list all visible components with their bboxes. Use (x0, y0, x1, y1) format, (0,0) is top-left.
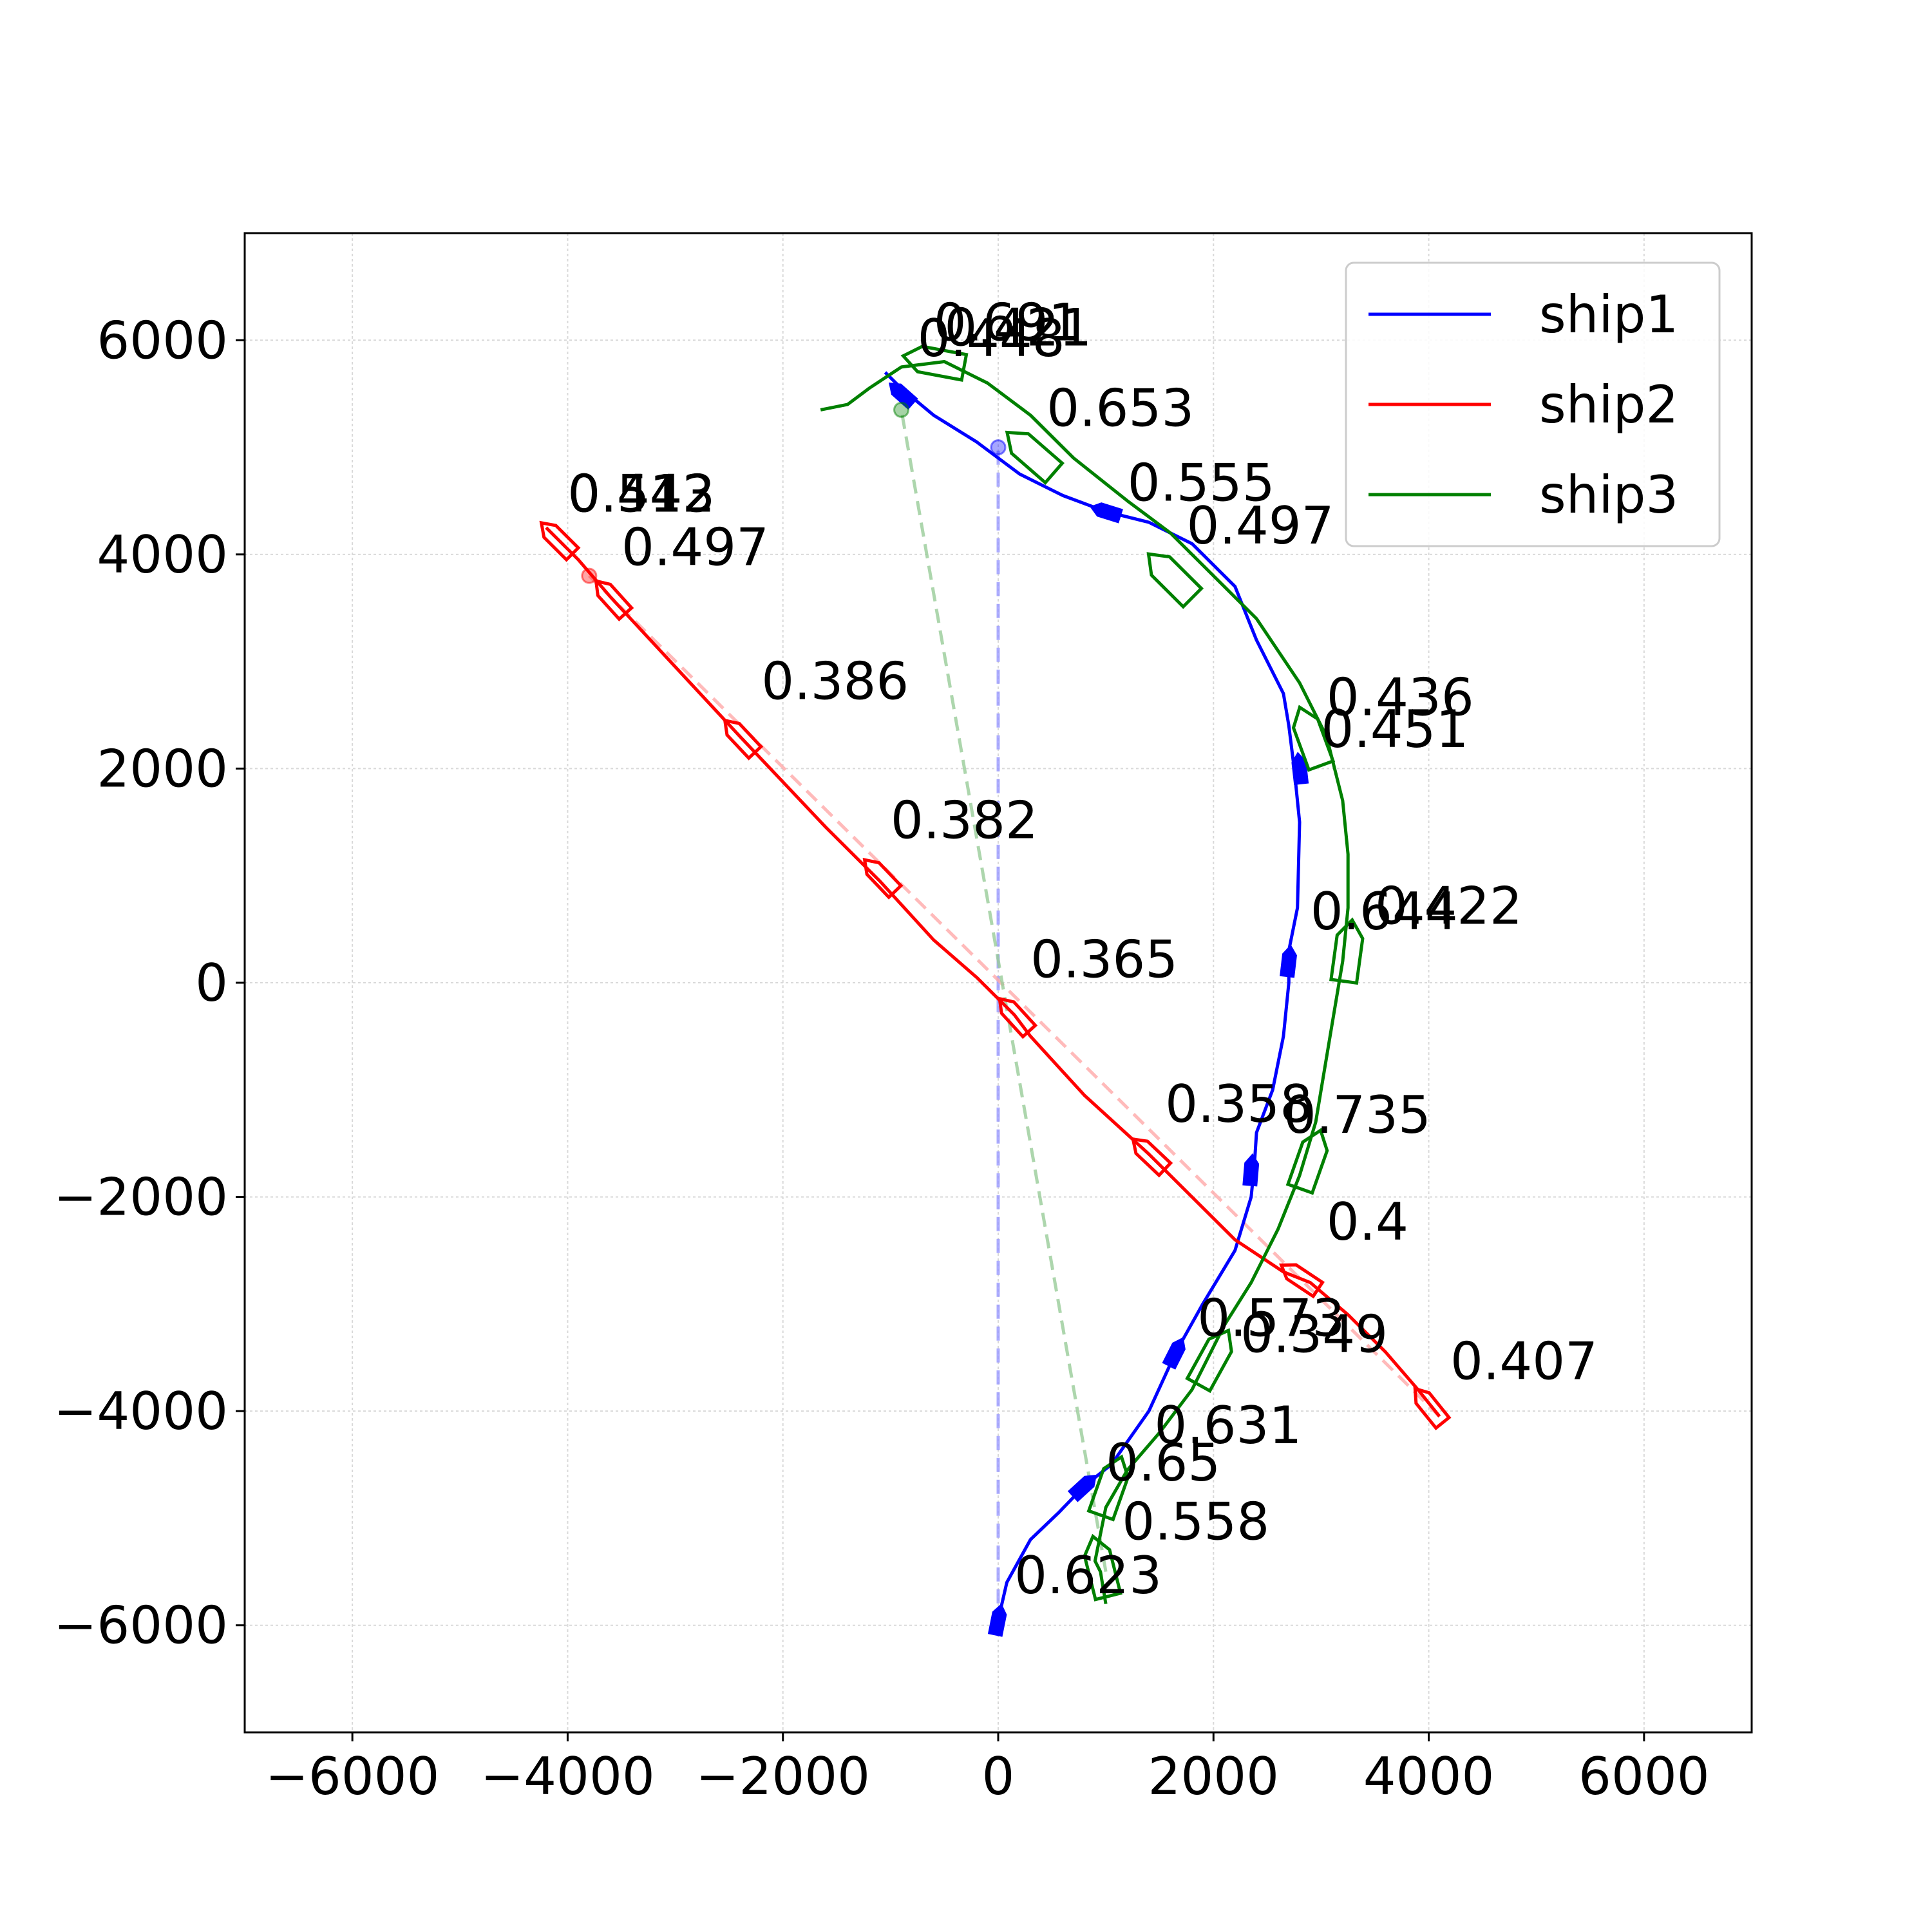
legend-box (1345, 261, 1721, 547)
ship1-ship-marker (1067, 1474, 1097, 1502)
value-annotation: 0.497 (621, 517, 769, 577)
value-annotation: 0.555 (1128, 453, 1275, 513)
ship1-ship-marker (888, 383, 918, 410)
value-annotation: 0.653 (1046, 378, 1194, 438)
value-annotation: 0.65 (1106, 1433, 1220, 1493)
ship1-ship-marker (1242, 1153, 1260, 1187)
y-tick-label: −6000 (53, 1596, 228, 1656)
ship2-ship-marker (723, 718, 764, 761)
legend-label-ship2: ship2 (1539, 375, 1678, 435)
y-tick-label: −2000 (53, 1168, 228, 1227)
y-tick-label: 4000 (97, 525, 228, 585)
legend-label-ship3: ship3 (1539, 465, 1678, 525)
y-tick-label: −4000 (53, 1381, 228, 1441)
ship1-ship-marker (1090, 502, 1123, 524)
value-annotation: 0.365 (1030, 930, 1178, 990)
ship-markers (539, 345, 1452, 1637)
ship1-ship-marker (1291, 752, 1309, 786)
ship1-ship-marker (987, 1603, 1007, 1637)
ship3-ship-marker (1285, 1128, 1329, 1195)
y-tick-label: 0 (195, 953, 228, 1013)
value-annotation: 0.4 (1327, 1192, 1408, 1252)
value-annotation: 0.497 (1187, 496, 1334, 556)
ship3-ship-marker (1185, 1328, 1233, 1394)
x-tick-label: −4000 (480, 1747, 655, 1806)
x-tick-label: −6000 (265, 1747, 440, 1806)
value-annotation: 0.644 (1311, 882, 1458, 942)
value-annotation: 0.358 (1165, 1074, 1312, 1134)
value-annotation: 0.436 (1327, 667, 1474, 727)
legend: ship1 ship2 ship3 (1345, 261, 1721, 547)
x-tick-label: 2000 (1148, 1747, 1279, 1806)
value-annotation: 0.421 (944, 298, 1092, 358)
legend-label-ship1: ship1 (1539, 285, 1678, 345)
ship3-ship-marker (1005, 430, 1065, 486)
ship3-ship-marker (1291, 705, 1336, 772)
y-tick-label: 2000 (97, 739, 228, 799)
ship2-start-point (581, 567, 598, 584)
value-annotation: 0.386 (761, 651, 909, 711)
annotations: 0.6230.650.5730.3580.6440.4510.5550.4210… (567, 292, 1598, 1605)
x-tick-label: 0 (982, 1747, 1015, 1806)
ship1-ship-marker (1280, 944, 1297, 978)
x-tick-label: 4000 (1363, 1747, 1495, 1806)
value-annotation: 0.412 (567, 464, 715, 524)
ship3-ship-marker (1086, 1454, 1130, 1522)
ship3-ship-marker (1329, 917, 1365, 985)
x-tick-label: −2000 (696, 1747, 870, 1806)
ship3-start-point (893, 401, 910, 418)
value-annotation: 0.735 (1283, 1085, 1431, 1145)
ship1-start-point (990, 439, 1007, 456)
x-tick-label: 6000 (1578, 1747, 1710, 1806)
value-annotation: 0.543 (567, 464, 715, 524)
ship2-ship-marker (862, 857, 904, 900)
value-annotation: 0.422 (1375, 876, 1522, 936)
ship2-line (545, 526, 1441, 1418)
value-annotation: 0.691 (934, 292, 1081, 352)
ship1-ship-marker (1162, 1337, 1186, 1370)
value-annotation: 0.349 (1240, 1305, 1388, 1365)
ship3-ship-marker (900, 345, 969, 382)
axis-ticks: −6000 −4000 −2000 0 2000 4000 6000 −6000 −4000 −2… (53, 310, 1709, 1806)
value-annotation: 0.448 (918, 308, 1065, 368)
ship2-ship-marker (594, 578, 634, 621)
ship2-ship-marker (1279, 1263, 1325, 1299)
ship3-ship-marker (1083, 1533, 1122, 1602)
ship2-ship-marker (1131, 1137, 1173, 1178)
y-tick-label: 6000 (97, 310, 228, 370)
ship3-line (820, 360, 1350, 1604)
ship2-ship-marker (539, 520, 581, 562)
start-points (581, 401, 1007, 584)
value-annotation: 0.631 (1154, 1396, 1302, 1455)
value-annotation: 0.573 (1197, 1289, 1345, 1349)
ship2-ship-marker (998, 996, 1038, 1039)
value-annotation: 0.382 (891, 791, 1038, 851)
ship3-ship-marker (1146, 552, 1204, 609)
ship2-ship-marker (1413, 1386, 1452, 1430)
value-annotation: 0.558 (1122, 1492, 1269, 1552)
value-annotation: 0.623 (1014, 1546, 1162, 1605)
value-annotation: 0.451 (1321, 699, 1468, 759)
value-annotation: 0.407 (1450, 1331, 1598, 1391)
